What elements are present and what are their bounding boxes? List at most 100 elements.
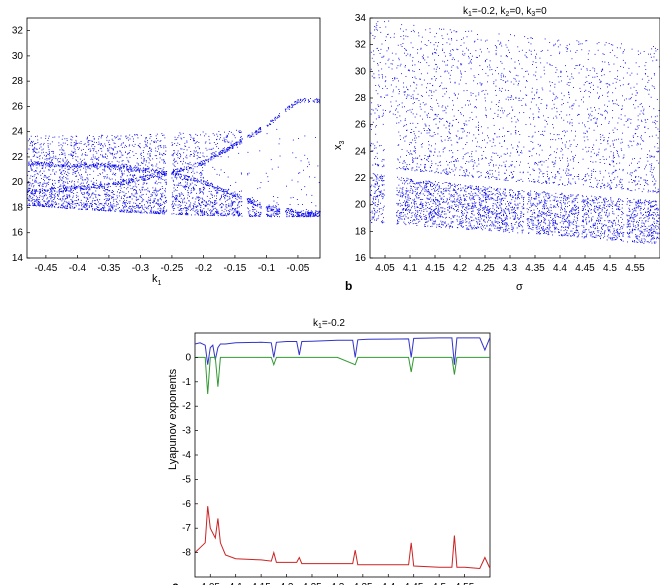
scatter-point: [139, 165, 141, 166]
scatter-point: [136, 177, 138, 179]
scatter-point: [303, 169, 304, 171]
scatter-point: [102, 187, 104, 189]
scatter-point: [65, 198, 67, 199]
scatter-point: [499, 201, 501, 203]
scatter-point: [316, 101, 318, 103]
scatter-point: [203, 160, 205, 162]
scatter-point: [130, 171, 132, 172]
scatter-point: [239, 191, 241, 192]
scatter-point: [603, 204, 604, 206]
scatter-point: [145, 193, 147, 195]
scatter-point: [544, 218, 546, 219]
scatter-point: [600, 81, 602, 83]
scatter-point: [154, 189, 156, 191]
scatter-point: [149, 158, 150, 160]
scatter-point: [106, 205, 108, 206]
scatter-point: [108, 183, 110, 185]
scatter-point: [271, 120, 273, 122]
scatter-point: [86, 192, 88, 194]
scatter-point: [69, 195, 71, 197]
scatter-point: [147, 201, 149, 203]
scatter-point: [553, 103, 555, 105]
scatter-point: [114, 137, 116, 139]
scatter-point: [208, 182, 209, 184]
scatter-point: [79, 166, 81, 168]
scatter-point: [152, 168, 153, 170]
scatter-point: [415, 214, 417, 216]
scatter-point: [591, 173, 593, 175]
scatter-point: [372, 121, 374, 123]
scatter-point: [229, 148, 231, 149]
scatter-point: [36, 162, 38, 164]
scatter-point: [202, 187, 204, 189]
scatter-point: [53, 151, 54, 153]
scatter-point: [47, 165, 49, 166]
scatter-point: [248, 208, 249, 210]
scatter-point: [180, 170, 182, 172]
scatter-point: [85, 204, 87, 206]
scatter-point: [200, 207, 202, 208]
scatter-point: [270, 159, 272, 161]
scatter-point: [442, 202, 444, 203]
scatter-point: [312, 100, 314, 102]
scatter-point: [106, 177, 108, 179]
scatter-point: [577, 201, 579, 203]
scatter-point: [220, 152, 222, 154]
scatter-point: [108, 164, 110, 165]
scatter-point: [475, 95, 477, 97]
scatter-point: [103, 176, 105, 177]
scatter-point: [100, 185, 101, 187]
scatter-point: [115, 205, 117, 207]
scatter-point: [76, 159, 77, 161]
scatter-point: [159, 168, 161, 170]
scatter-point: [200, 205, 202, 207]
scatter-point: [211, 210, 213, 211]
scatter-point: [59, 154, 61, 156]
scatter-point: [212, 214, 214, 216]
scatter-point: [633, 210, 635, 212]
scatter-point: [47, 146, 49, 148]
scatter-point: [618, 209, 620, 211]
scatter-point: [290, 213, 292, 215]
scatter-point: [559, 168, 561, 170]
scatter-point: [34, 179, 36, 181]
scatter-point: [97, 165, 98, 167]
scatter-point: [216, 139, 217, 141]
scatter-point: [120, 190, 121, 192]
scatter-point: [88, 207, 90, 208]
scatter-point: [147, 140, 148, 142]
scatter-point: [259, 204, 260, 205]
scatter-point: [241, 173, 242, 175]
scatter-point: [54, 202, 56, 204]
scatter-point: [214, 168, 216, 170]
scatter-point: [140, 210, 142, 212]
scatter-point: [182, 199, 184, 201]
scatter-point: [109, 165, 111, 167]
scatter-point: [221, 196, 222, 197]
scatter-point: [45, 203, 46, 204]
scatter-point: [28, 199, 30, 201]
scatter-point: [104, 167, 105, 169]
scatter-point: [227, 149, 229, 150]
scatter-point: [52, 152, 54, 154]
scatter-point: [33, 190, 35, 192]
scatter-point: [87, 136, 88, 138]
scatter-point: [61, 138, 63, 140]
scatter-point: [159, 203, 161, 205]
scatter-point: [28, 161, 30, 163]
scatter-point: [207, 184, 209, 186]
scatter-point: [120, 168, 122, 169]
scatter-point: [306, 194, 307, 196]
scatter-point: [67, 183, 69, 184]
scatter-point: [199, 189, 201, 191]
scatter-point: [39, 203, 41, 205]
scatter-point: [74, 187, 76, 188]
scatter-point: [181, 179, 183, 180]
scatter-point: [216, 211, 218, 213]
scatter-point: [371, 190, 372, 191]
scatter-point: [38, 163, 40, 165]
scatter-point: [86, 182, 88, 184]
scatter-point: [504, 222, 506, 223]
scatter-point: [239, 197, 241, 199]
scatter-point: [60, 207, 62, 209]
